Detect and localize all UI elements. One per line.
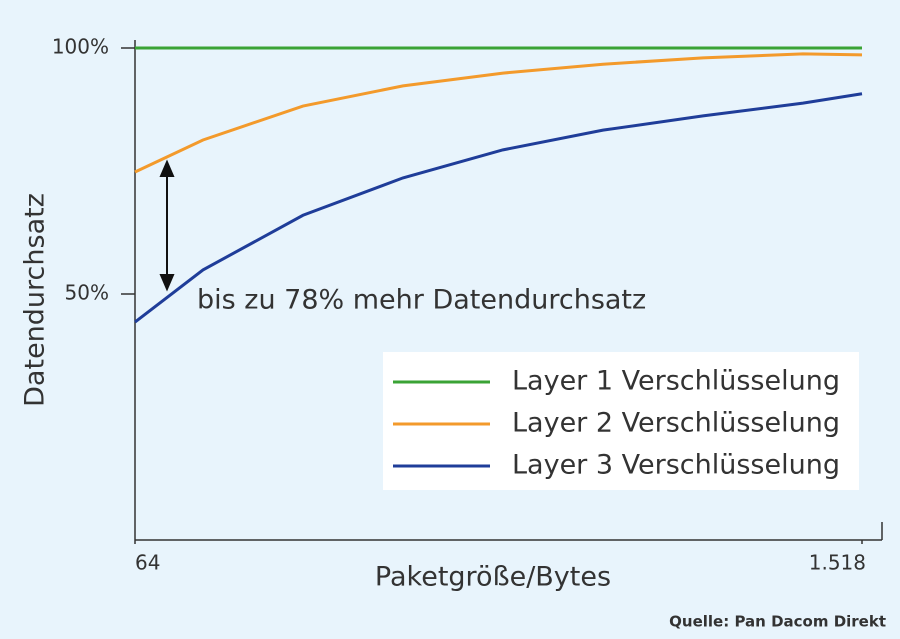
source: Quelle: Pan Dacom Direkt — [669, 613, 886, 631]
x-tick-label: 1.518 — [809, 551, 866, 575]
series-line — [134, 52, 863, 174]
series-line — [134, 92, 863, 324]
x-tick-label: 64 — [135, 551, 160, 575]
legend-label: Layer 2 Verschlüsselung — [512, 408, 840, 439]
arrow — [159, 159, 175, 292]
legend-label: Layer 1 Verschlüsselung — [512, 366, 840, 397]
x-axis-label: Paketgröße/Bytes — [375, 562, 611, 593]
annotation: bis zu 78% mehr Datendurchsatz — [197, 285, 646, 316]
y-axis-label: Datendurchsatz — [20, 193, 51, 407]
y-tick-label: 50% — [65, 281, 109, 305]
legend-label: Layer 3 Verschlüsselung — [512, 450, 840, 481]
y-tick-label: 100% — [52, 35, 109, 59]
